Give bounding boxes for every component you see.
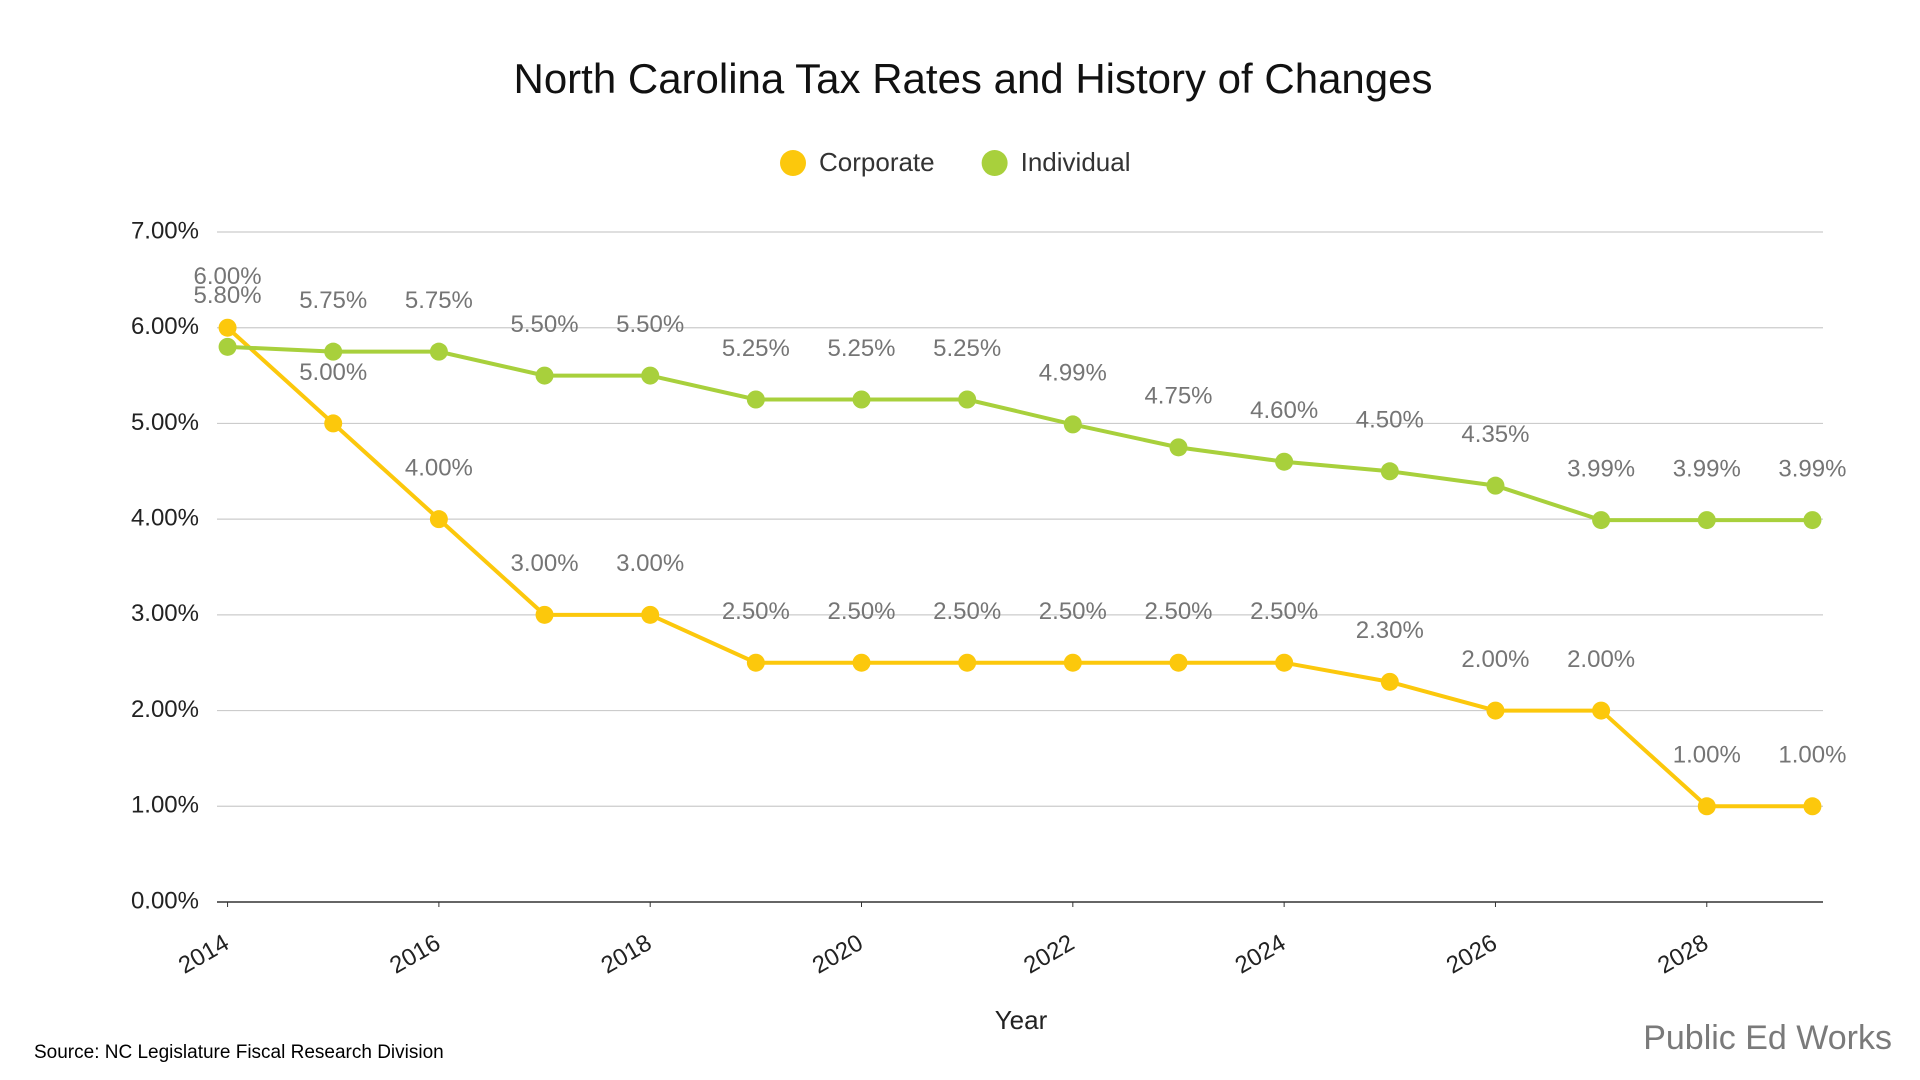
data-point — [958, 390, 977, 409]
data-point — [1697, 797, 1716, 816]
y-tick-label: 4.00% — [131, 504, 199, 531]
data-label: 5.50% — [511, 311, 579, 338]
data-label: 4.75% — [1144, 383, 1212, 410]
data-point — [852, 653, 871, 672]
data-label: 5.75% — [299, 287, 367, 314]
data-label: 5.50% — [616, 311, 684, 338]
y-tick-label: 0.00% — [131, 887, 199, 914]
data-point — [1486, 476, 1505, 495]
data-point — [1380, 672, 1399, 691]
legend-marker — [780, 150, 806, 176]
data-label: 2.50% — [1250, 598, 1318, 625]
data-label: 2.50% — [827, 598, 895, 625]
data-label: 5.25% — [722, 335, 790, 362]
data-label: 4.50% — [1356, 407, 1424, 434]
data-label: 5.80% — [194, 282, 262, 309]
data-label: 3.99% — [1778, 455, 1846, 482]
data-point — [218, 318, 237, 337]
x-tick-label: 2024 — [1231, 929, 1291, 979]
data-label: 3.99% — [1673, 455, 1741, 482]
data-point — [1592, 701, 1611, 720]
y-tick-label: 3.00% — [131, 600, 199, 627]
data-label: 1.00% — [1778, 742, 1846, 769]
data-label: 4.00% — [405, 454, 473, 481]
legend-label: Individual — [1021, 147, 1131, 177]
y-tick-label: 7.00% — [131, 217, 199, 244]
x-tick-label: 2026 — [1442, 929, 1502, 979]
data-point — [1803, 797, 1822, 816]
data-point — [1486, 701, 1505, 720]
data-label: 2.00% — [1461, 646, 1529, 673]
y-tick-label: 1.00% — [131, 792, 199, 819]
x-tick-label: 2028 — [1653, 929, 1713, 979]
data-point — [1803, 511, 1822, 530]
data-point — [535, 605, 554, 624]
data-point — [1063, 415, 1082, 434]
data-label: 5.25% — [827, 335, 895, 362]
x-tick-label: 2022 — [1019, 929, 1079, 979]
y-tick-label: 2.00% — [131, 696, 199, 723]
data-point — [1275, 653, 1294, 672]
data-label: 2.30% — [1356, 617, 1424, 644]
data-label: 5.25% — [933, 335, 1001, 362]
data-point — [1169, 653, 1188, 672]
data-label: 2.50% — [933, 598, 1001, 625]
data-point — [852, 390, 871, 409]
data-point — [429, 510, 448, 529]
data-point — [429, 342, 448, 361]
legend-label: Corporate — [819, 147, 935, 177]
x-tick-label: 2016 — [385, 929, 445, 979]
x-axis-label: Year — [995, 1005, 1048, 1035]
logo: Public Ed Works — [1643, 1019, 1892, 1057]
data-label: 6.00% — [194, 263, 262, 290]
data-label: 4.99% — [1039, 360, 1107, 387]
source-note: Source: NC Legislature Fiscal Research D… — [34, 1042, 444, 1063]
data-point — [641, 605, 660, 624]
data-label: 4.35% — [1461, 421, 1529, 448]
data-point — [1169, 438, 1188, 457]
x-tick-label: 2014 — [174, 929, 234, 979]
data-label: 2.00% — [1567, 646, 1635, 673]
series-line — [227, 344, 1813, 523]
data-label: 1.00% — [1673, 742, 1741, 769]
y-tick-label: 6.00% — [131, 313, 199, 340]
data-label: 2.50% — [1039, 598, 1107, 625]
data-point — [746, 390, 765, 409]
data-point — [1697, 511, 1716, 530]
data-point — [641, 366, 660, 385]
x-tick-label: 2018 — [597, 929, 657, 979]
data-point — [535, 366, 554, 385]
data-point — [958, 653, 977, 672]
data-label: 4.60% — [1250, 397, 1318, 424]
data-label: 2.50% — [722, 598, 790, 625]
x-tick-label: 2020 — [808, 929, 868, 979]
data-point — [746, 653, 765, 672]
data-label: 3.00% — [511, 550, 579, 577]
legend-marker — [981, 150, 1008, 176]
data-point — [324, 342, 343, 361]
data-point — [324, 414, 343, 433]
data-label: 3.00% — [616, 550, 684, 577]
data-label: 3.99% — [1567, 455, 1635, 482]
data-label: 5.00% — [299, 359, 367, 386]
data-point — [218, 337, 237, 356]
series-line — [226, 326, 1813, 809]
chart-title: North Carolina Tax Rates and History of … — [513, 55, 1432, 102]
y-tick-label: 5.00% — [131, 409, 199, 436]
data-point — [1275, 452, 1294, 471]
data-point — [1592, 511, 1611, 530]
data-label: 2.50% — [1144, 598, 1212, 625]
data-label: 5.75% — [405, 287, 473, 314]
data-point — [1380, 462, 1399, 481]
data-point — [1063, 653, 1082, 672]
